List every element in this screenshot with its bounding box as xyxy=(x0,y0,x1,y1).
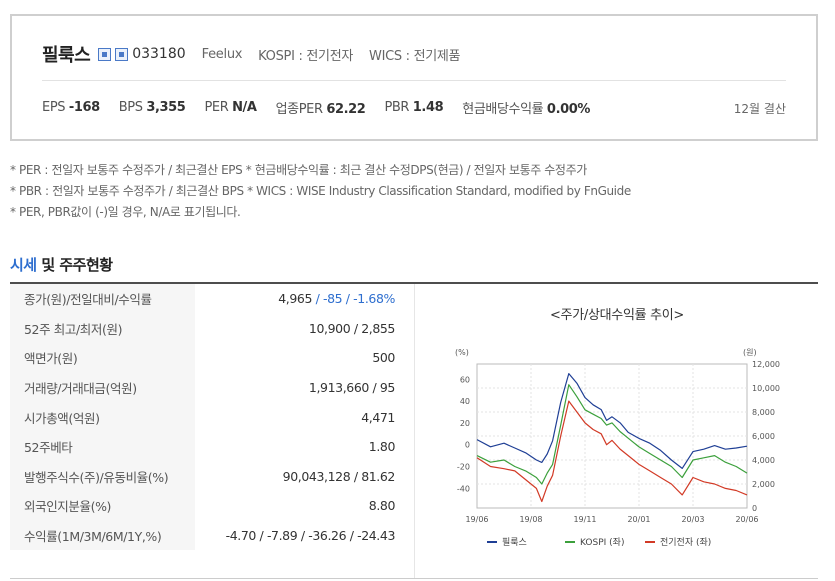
metric-bps: BPS 3,355 xyxy=(118,100,186,115)
table-row: 52주베타 1.80 xyxy=(10,431,414,462)
legend-label: 필룩스 xyxy=(502,536,527,548)
row-label: 종가(원)/전일대비/수익률 xyxy=(10,284,195,314)
table-row: 시가총액(억원) 4,471 xyxy=(10,402,414,432)
x-tick-label: 19/06 xyxy=(465,515,488,524)
metric-dividend-yield: 현금배당수익률 0.00% xyxy=(462,102,591,117)
stock-code: 033180 xyxy=(132,46,186,62)
section-top-border xyxy=(10,282,818,284)
x-tick-label: 20/03 xyxy=(681,515,704,524)
company-header: 필룩스 033180 Feelux KOSPI : 전기전자 WICS : 전기… xyxy=(42,42,461,66)
price-chart: 12,000 10,000 8,000 6,000 4,000 2,000 0 60 40 20 0… xyxy=(455,348,780,548)
table-row: 수익률(1M/3M/6M/1Y,%) -4.70 / -7.89 / -36.2… xyxy=(10,520,414,551)
y-right-tick-label: 2,000 xyxy=(752,480,775,489)
row-value: 4,471 xyxy=(361,409,395,425)
table-row: 종가(원)/전일대비/수익률 4,965 / -85 / -1.68% xyxy=(10,284,414,314)
row-label: 거래량/거래대금(억원) xyxy=(10,372,195,403)
y-right-tick-label: 8,000 xyxy=(752,408,775,417)
row-label: 52주베타 xyxy=(10,431,195,462)
row-value: 1,913,660 / 95 xyxy=(308,380,395,396)
y-left-tick-label: -40 xyxy=(457,484,470,493)
table-row: 52주 최고/최저(원) 10,900 / 2,855 xyxy=(10,313,414,344)
y-left-unit: (%) xyxy=(455,348,469,357)
row-value: 1.80 xyxy=(368,439,396,455)
legend-label: 전기전자 (좌) xyxy=(660,537,711,548)
metric-sector-per: 업종PER 62.22 xyxy=(275,102,366,117)
company-name: 필룩스 xyxy=(42,45,91,66)
y-right-tick-label: 0 xyxy=(752,504,757,513)
x-tick-label: 20/06 xyxy=(735,515,758,524)
metric-pbr: PBR 1.48 xyxy=(384,100,444,115)
y-right-tick-label: 12,000 xyxy=(752,360,780,369)
footnote-per: * PER : 전일자 보통주 수정주가 / 최근결산 EPS * 현금배당수익… xyxy=(10,163,587,177)
chart-title: <주가/상대수익률 추이> xyxy=(549,308,685,323)
series-line-feelux xyxy=(476,372,748,469)
market-sector: KOSPI : 전기전자 xyxy=(258,48,354,64)
row-label: 발행주식수(주)/유동비율(%) xyxy=(10,461,195,492)
row-value: 90,043,128 / 81.62 xyxy=(282,468,396,484)
metric-eps: EPS -168 xyxy=(42,100,100,115)
company-summary: 필룩스 033180 Feelux KOSPI : 전기전자 WICS : 전기… xyxy=(10,14,818,141)
x-tick-label: 19/11 xyxy=(573,515,596,524)
english-name: Feelux xyxy=(201,46,243,62)
y-left-tick-label: 60 xyxy=(460,375,470,384)
y-right-unit: (원) xyxy=(743,348,757,357)
row-label: 수익률(1M/3M/6M/1Y,%) xyxy=(10,520,195,551)
close-price-value: 4,965 / -85 / -1.68% xyxy=(278,291,395,307)
x-tick-label: 20/01 xyxy=(627,515,650,524)
y-right-tick-label: 6,000 xyxy=(752,432,775,441)
table-row: 액면가(원) 500 xyxy=(10,343,414,373)
table-row: 거래량/거래대금(억원) 1,913,660 / 95 xyxy=(10,372,414,403)
section-title: 시세 및 주주현황 xyxy=(10,256,113,274)
table-row: 발행주식수(주)/유동비율(%) 90,043,128 / 81.62 xyxy=(10,461,414,492)
row-value: 500 xyxy=(372,350,395,366)
row-label: 52주 최고/최저(원) xyxy=(10,313,195,344)
wics-sector: WICS : 전기제품 xyxy=(369,48,461,64)
y-left-tick-label: 20 xyxy=(460,419,470,428)
legend-label: KOSPI (좌) xyxy=(580,537,624,548)
section-bottom-border xyxy=(10,578,818,579)
series-line-kospi xyxy=(476,384,748,485)
price-chart-panel: <주가/상대수익률 추이> 12,000 10,000 8,000 6,000 4,00… xyxy=(414,284,818,578)
row-value: 8.80 xyxy=(368,498,396,514)
settlement-month: 12월 결산 xyxy=(733,102,786,116)
footnote-pbr: * PBR : 전일자 보통주 수정주가 / 최근결산 BPS * WICS :… xyxy=(10,184,631,198)
row-label: 액면가(원) xyxy=(10,343,195,373)
series-line-electronics xyxy=(476,400,748,503)
row-value: 10,900 / 2,855 xyxy=(308,320,395,336)
metric-per: PER N/A xyxy=(204,100,257,115)
metrics-row: EPS -168 BPS 3,355 PER N/A 업종PER 62.22 P… xyxy=(42,98,609,117)
ir-icon[interactable] xyxy=(115,47,129,61)
footnote-na: * PER, PBR값이 (-)일 경우, N/A로 표기됩니다. xyxy=(10,205,241,219)
y-left-tick-label: -20 xyxy=(457,463,470,472)
homepage-icon[interactable] xyxy=(98,47,112,61)
row-label: 외국인지분율(%) xyxy=(10,491,195,521)
y-left-tick-label: 40 xyxy=(460,397,470,406)
y-right-tick-label: 4,000 xyxy=(752,456,775,465)
table-row: 외국인지분율(%) 8.80 xyxy=(10,491,414,521)
x-tick-label: 19/08 xyxy=(519,515,542,524)
y-left-tick-label: 0 xyxy=(465,441,470,450)
footnotes: * PER : 전일자 보통주 수정주가 / 최근결산 EPS * 현금배당수익… xyxy=(10,160,631,223)
y-right-tick-label: 10,000 xyxy=(752,384,780,393)
summary-divider xyxy=(42,80,786,81)
returns-value: -4.70 / -7.89 / -36.26 / -24.43 xyxy=(225,528,396,544)
market-stats-table: 종가(원)/전일대비/수익률 4,965 / -85 / -1.68% 52주 … xyxy=(10,284,414,551)
row-label: 시가총액(억원) xyxy=(10,402,195,432)
